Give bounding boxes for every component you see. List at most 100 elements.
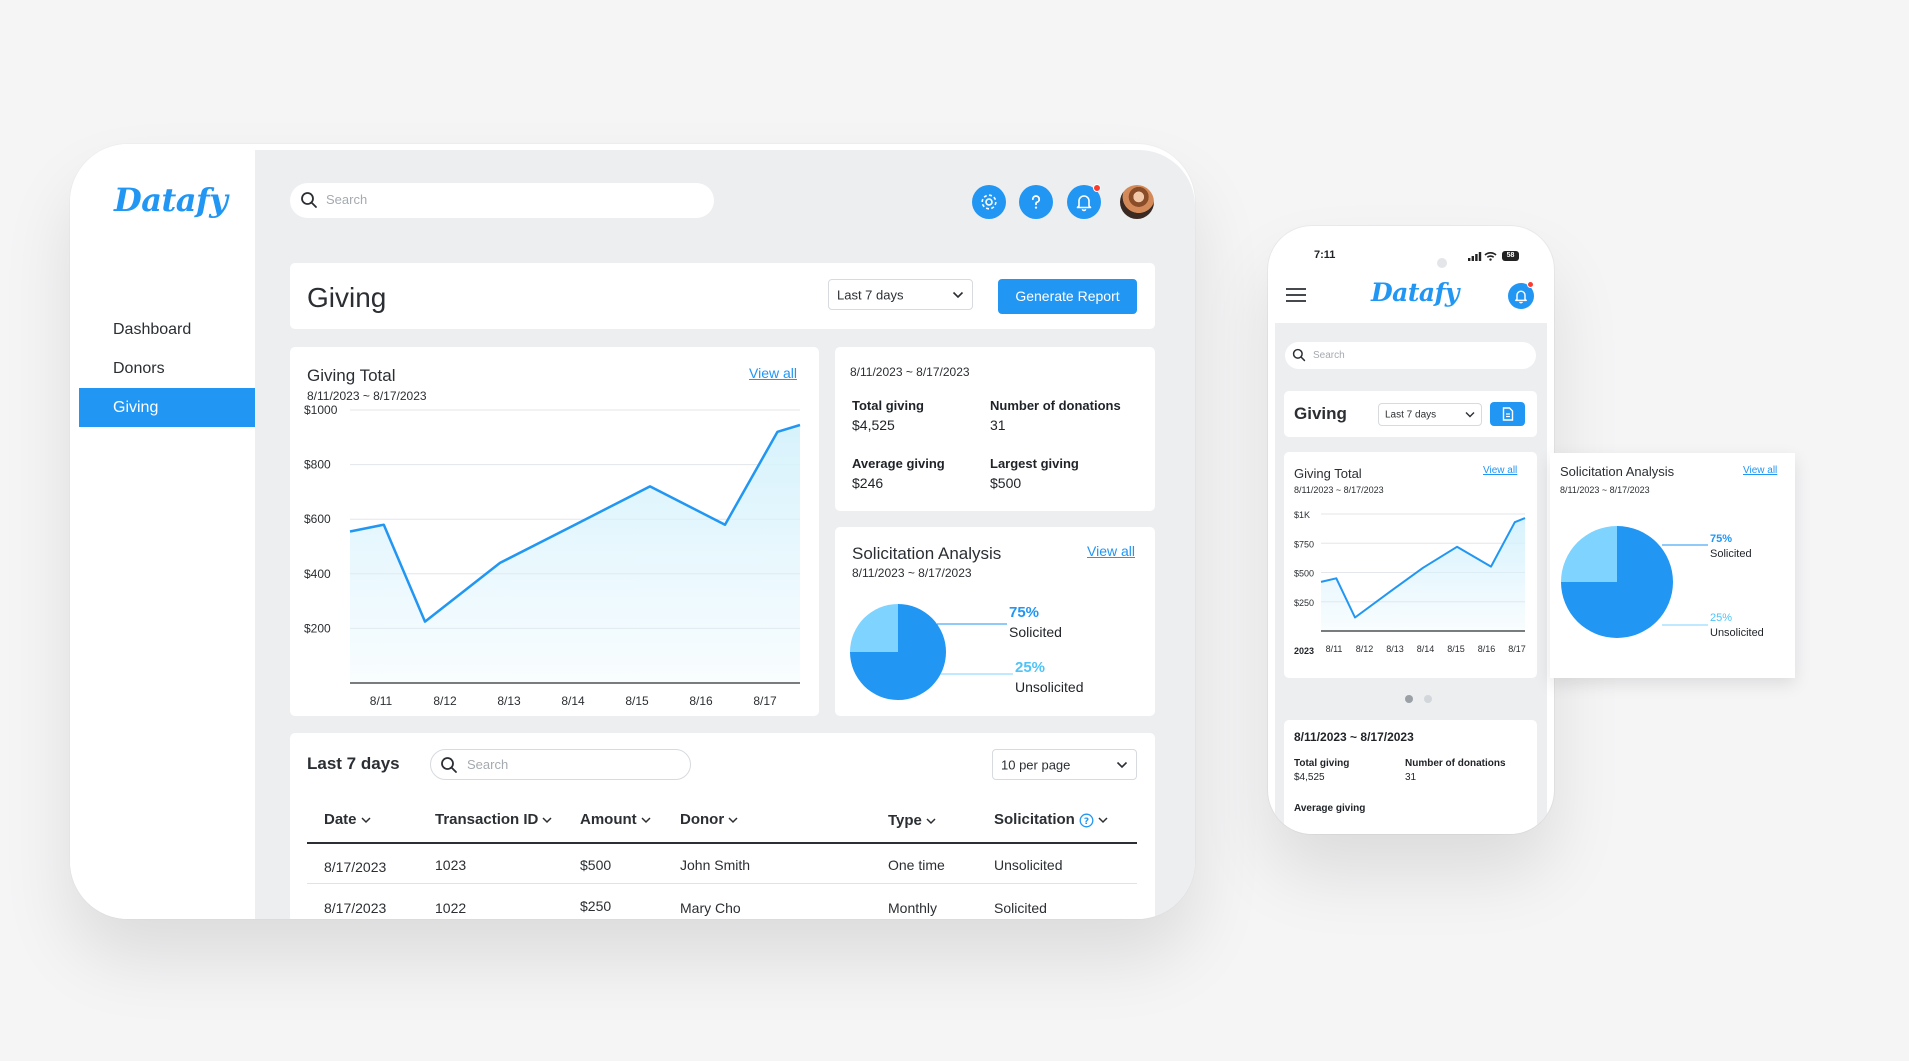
cell-donor-link[interactable]: John Smith bbox=[680, 857, 751, 873]
chevron-down-icon bbox=[360, 817, 371, 823]
series-line bbox=[349, 423, 801, 623]
search-input[interactable]: Search bbox=[1285, 342, 1536, 369]
x-tick-label: 8/15 bbox=[625, 694, 649, 708]
summary-date-range: 8/11/2023 ~ 8/17/2023 bbox=[850, 365, 970, 379]
column-header-transaction-id[interactable]: Transaction ID bbox=[435, 811, 552, 828]
solicitation-view-all[interactable]: View all bbox=[1743, 465, 1778, 476]
sidebar-item-dashboard[interactable]: Dashboard bbox=[113, 321, 192, 338]
stat-value-average-giving: $246 bbox=[852, 475, 884, 491]
column-header-solicitation[interactable]: Solicitation? bbox=[994, 811, 1108, 828]
signal-icon bbox=[1468, 252, 1482, 261]
carousel-dot-active[interactable] bbox=[1405, 695, 1413, 703]
pie-slice-unsolicited bbox=[850, 604, 898, 652]
phone-frame: 7:11 58 Datafy Search Giving Last 7 days… bbox=[1268, 226, 1554, 834]
solicitation-title: Solicitation Analysis bbox=[1560, 464, 1675, 479]
column-header-donor[interactable]: Donor bbox=[680, 811, 738, 828]
notification-badge bbox=[1527, 281, 1534, 288]
sidebar: Datafy Dashboard Donors Giving bbox=[70, 144, 255, 919]
x-tick-label: 8/12 bbox=[1356, 644, 1374, 654]
brand-logo: Datafy bbox=[1371, 278, 1459, 307]
giving-total-date-range: 8/11/2023 ~ 8/17/2023 bbox=[1294, 485, 1384, 495]
x-tick-label: 8/16 bbox=[1478, 644, 1496, 654]
search-input[interactable]: Search bbox=[290, 183, 714, 218]
battery-icon: 58 bbox=[1502, 251, 1519, 261]
search-icon bbox=[301, 192, 317, 208]
solicited-label: Solicited bbox=[1009, 624, 1062, 640]
help-button[interactable] bbox=[1019, 185, 1053, 219]
generate-report-button[interactable] bbox=[1490, 402, 1525, 426]
chevron-down-icon bbox=[1465, 411, 1475, 417]
generate-report-button[interactable]: Generate Report bbox=[998, 279, 1137, 314]
stat-value-number-donations: 31 bbox=[1405, 772, 1417, 783]
cell-transaction-id-link[interactable]: 1023 bbox=[435, 857, 467, 873]
x-tick-label: 8/14 bbox=[561, 694, 585, 708]
chevron-down-icon bbox=[1098, 817, 1108, 823]
x-tick-label: 8/15 bbox=[1447, 644, 1465, 654]
sidebar-item-donors[interactable]: Donors bbox=[113, 360, 165, 377]
gear-icon bbox=[981, 194, 997, 210]
unsolicited-label: Unsolicited bbox=[1710, 627, 1764, 639]
giving-total-chart: $200 $400 $600 $800 $1000 8/11 8/12 8/13 8/14 8/1… bbox=[304, 403, 801, 708]
x-tick-label: 8/13 bbox=[497, 694, 521, 708]
stat-value-largest-giving: $500 bbox=[990, 475, 1022, 491]
search-placeholder: Search bbox=[326, 192, 368, 207]
unsolicited-label: Unsolicited bbox=[1015, 679, 1084, 695]
cell-transaction-id-link[interactable]: 1022 bbox=[435, 900, 467, 916]
x-tick-label: 8/12 bbox=[433, 694, 457, 708]
series-line bbox=[1320, 517, 1526, 619]
summary-date-range: 8/11/2023 ~ 8/17/2023 bbox=[1294, 730, 1414, 744]
chevron-down-icon bbox=[641, 817, 651, 823]
solicited-label: Solicited bbox=[1710, 548, 1752, 560]
info-icon[interactable]: ? bbox=[1079, 813, 1094, 828]
chevron-down-icon bbox=[728, 817, 738, 823]
page-title: Giving bbox=[307, 282, 387, 313]
stat-label-number-donations: Number of donations bbox=[1405, 758, 1506, 769]
date-range-select[interactable]: Last 7 days bbox=[1378, 403, 1482, 426]
column-header-date[interactable]: Date bbox=[324, 811, 371, 828]
solicitation-pie-chart bbox=[1561, 526, 1708, 638]
solicitation-card-carousel: Solicitation Analysis View all 8/11/2023… bbox=[1550, 453, 1795, 678]
column-header-amount[interactable]: Amount bbox=[580, 811, 651, 828]
stat-label-average-giving: Average giving bbox=[852, 456, 945, 471]
solicitation-view-all[interactable]: View all bbox=[1087, 543, 1135, 559]
hamburger-menu-icon[interactable] bbox=[1285, 287, 1307, 303]
x-tick-label: 8/17 bbox=[1508, 644, 1526, 654]
x-tick-label: 8/17 bbox=[753, 694, 777, 708]
giving-total-date-range: 8/11/2023 ~ 8/17/2023 bbox=[307, 389, 427, 403]
carousel-dot[interactable] bbox=[1424, 695, 1432, 703]
cell-amount: $500 bbox=[580, 857, 612, 873]
x-tick-label: 8/11 bbox=[370, 694, 393, 708]
cell-solicitation: Unsolicited bbox=[994, 857, 1063, 873]
date-range-value: Last 7 days bbox=[1385, 409, 1437, 420]
y-tick-label: $1K bbox=[1294, 510, 1310, 520]
column-header-type[interactable]: Type bbox=[888, 812, 936, 829]
search-icon bbox=[1292, 348, 1306, 362]
per-page-select[interactable]: 10 per page bbox=[992, 749, 1137, 780]
date-range-select[interactable]: Last 7 days bbox=[828, 279, 973, 310]
chevron-down-icon bbox=[542, 817, 552, 823]
solicitation-title: Solicitation Analysis bbox=[852, 544, 1002, 563]
transactions-search-input[interactable]: Search bbox=[430, 749, 691, 780]
y-tick-label: $1000 bbox=[304, 403, 338, 417]
giving-total-view-all[interactable]: View all bbox=[1483, 465, 1518, 476]
cell-donor-link[interactable]: Mary Cho bbox=[680, 900, 741, 916]
transactions-title: Last 7 days bbox=[307, 754, 400, 773]
stat-value-total-giving: $4,525 bbox=[1294, 772, 1325, 783]
giving-total-view-all[interactable]: View all bbox=[749, 365, 797, 381]
sidebar-item-giving[interactable]: Giving bbox=[79, 388, 255, 427]
cell-type: One time bbox=[888, 857, 945, 873]
tablet-frame: Datafy Dashboard Donors Giving Search Gi… bbox=[70, 144, 1195, 919]
stat-label-largest-giving: Largest giving bbox=[990, 456, 1079, 471]
main-content: Search Giving Last 7 days Generate Repor… bbox=[255, 150, 1195, 919]
phone-content: Search Giving Last 7 days Giving Total V… bbox=[1275, 323, 1547, 834]
cell-amount: $250 bbox=[580, 898, 612, 914]
table-header-divider bbox=[307, 842, 1137, 844]
status-time: 7:11 bbox=[1314, 249, 1336, 261]
avatar[interactable] bbox=[1120, 185, 1154, 219]
settings-button[interactable] bbox=[972, 185, 1006, 219]
bell-icon bbox=[1076, 195, 1092, 212]
cell-date: 8/17/2023 bbox=[324, 900, 387, 916]
series-area bbox=[1321, 518, 1525, 631]
y-tick-label: $600 bbox=[304, 512, 331, 526]
x-tick-label: 8/16 bbox=[689, 694, 713, 708]
